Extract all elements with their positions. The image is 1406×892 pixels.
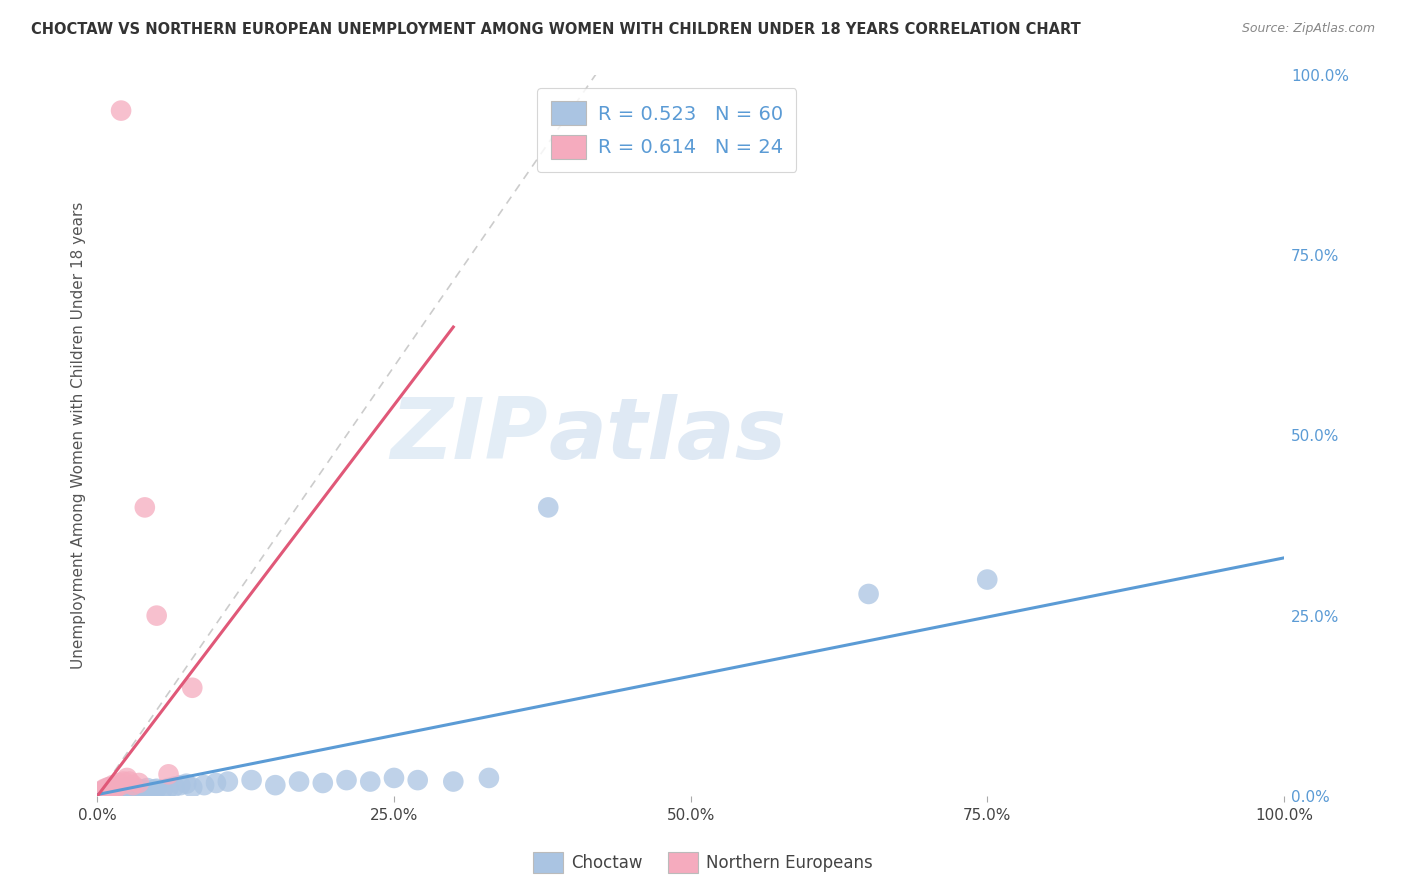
Point bbox=[181, 780, 204, 795]
Point bbox=[359, 774, 381, 789]
Legend: R = 0.523   N = 60, R = 0.614   N = 24: R = 0.523 N = 60, R = 0.614 N = 24 bbox=[537, 87, 796, 172]
Point bbox=[118, 774, 141, 789]
Point bbox=[101, 778, 124, 792]
Point bbox=[122, 785, 145, 799]
Point bbox=[193, 778, 215, 792]
Point bbox=[127, 781, 149, 796]
Point bbox=[96, 781, 118, 796]
Point bbox=[98, 783, 121, 797]
Point bbox=[134, 500, 156, 515]
Point bbox=[91, 786, 114, 800]
Point bbox=[100, 780, 122, 795]
Point bbox=[134, 783, 156, 797]
Point bbox=[139, 784, 162, 798]
Point bbox=[152, 782, 174, 797]
Point bbox=[382, 771, 405, 785]
Point bbox=[129, 784, 152, 798]
Point bbox=[101, 782, 124, 797]
Point bbox=[93, 781, 115, 796]
Point bbox=[115, 771, 138, 785]
Point bbox=[163, 780, 186, 794]
Point bbox=[136, 780, 159, 795]
Point bbox=[176, 777, 198, 791]
Point bbox=[115, 780, 138, 795]
Point bbox=[205, 776, 228, 790]
Point bbox=[122, 780, 145, 795]
Point bbox=[143, 782, 166, 797]
Point bbox=[89, 785, 111, 799]
Point bbox=[157, 767, 180, 781]
Point bbox=[441, 774, 464, 789]
Point bbox=[96, 782, 118, 797]
Point bbox=[91, 784, 114, 798]
Point bbox=[107, 781, 129, 796]
Point bbox=[98, 780, 121, 795]
Point bbox=[91, 785, 114, 799]
Point bbox=[103, 784, 125, 798]
Point bbox=[112, 774, 135, 789]
Point bbox=[312, 776, 335, 790]
Point bbox=[91, 783, 114, 797]
Point bbox=[94, 785, 117, 799]
Point bbox=[406, 773, 429, 788]
Point bbox=[104, 785, 127, 799]
Point bbox=[105, 783, 128, 797]
Point bbox=[115, 785, 138, 799]
Point bbox=[105, 779, 128, 793]
Point bbox=[108, 784, 131, 798]
Point bbox=[145, 608, 167, 623]
Point bbox=[110, 103, 132, 118]
Point bbox=[104, 780, 127, 795]
Point bbox=[537, 500, 560, 515]
Point bbox=[217, 774, 239, 789]
Point bbox=[112, 783, 135, 797]
Point bbox=[94, 785, 117, 799]
Point bbox=[114, 781, 136, 796]
Point bbox=[97, 780, 120, 795]
Point bbox=[97, 785, 120, 799]
Point bbox=[335, 773, 357, 788]
Point bbox=[89, 785, 111, 799]
Y-axis label: Unemployment Among Women with Children Under 18 years: Unemployment Among Women with Children U… bbox=[72, 202, 86, 669]
Text: ZIP: ZIP bbox=[391, 393, 548, 476]
Text: Source: ZipAtlas.com: Source: ZipAtlas.com bbox=[1241, 22, 1375, 36]
Point bbox=[124, 783, 146, 797]
Point bbox=[98, 783, 121, 797]
Point bbox=[110, 778, 132, 792]
Point bbox=[181, 681, 204, 695]
Text: atlas: atlas bbox=[548, 393, 786, 476]
Point bbox=[122, 778, 145, 792]
Point bbox=[240, 773, 263, 788]
Point bbox=[104, 781, 127, 796]
Point bbox=[288, 774, 311, 789]
Point bbox=[118, 784, 141, 798]
Point bbox=[976, 573, 998, 587]
Point bbox=[858, 587, 880, 601]
Point bbox=[131, 782, 153, 797]
Point bbox=[128, 776, 150, 790]
Point bbox=[478, 771, 501, 785]
Point bbox=[120, 782, 142, 797]
Point bbox=[93, 783, 115, 797]
Point bbox=[107, 785, 129, 799]
Point bbox=[100, 785, 122, 799]
Point bbox=[264, 778, 287, 792]
Legend: Choctaw, Northern Europeans: Choctaw, Northern Europeans bbox=[526, 846, 880, 880]
Point bbox=[169, 778, 191, 792]
Point bbox=[111, 785, 134, 799]
Point bbox=[90, 787, 112, 801]
Point bbox=[107, 776, 129, 790]
Point bbox=[145, 781, 167, 796]
Point bbox=[157, 780, 180, 795]
Point bbox=[110, 782, 132, 797]
Text: CHOCTAW VS NORTHERN EUROPEAN UNEMPLOYMENT AMONG WOMEN WITH CHILDREN UNDER 18 YEA: CHOCTAW VS NORTHERN EUROPEAN UNEMPLOYMEN… bbox=[31, 22, 1081, 37]
